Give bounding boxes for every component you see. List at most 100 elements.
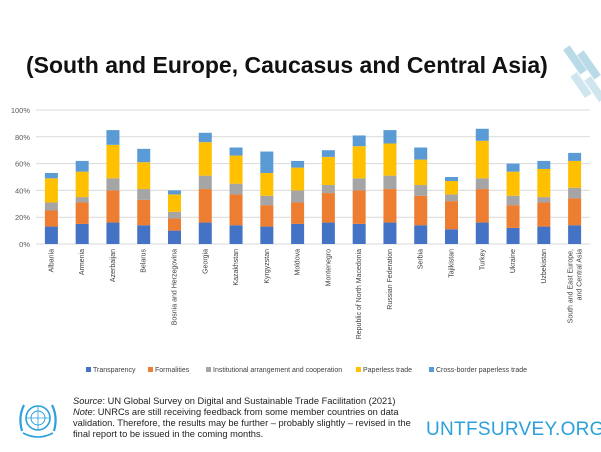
x-tick-label: Bosnia and Herzegovina bbox=[172, 249, 179, 325]
x-tick-label: Turkey bbox=[479, 249, 486, 271]
bar-segment bbox=[414, 185, 428, 196]
bar-segment bbox=[291, 223, 305, 244]
bar-segment bbox=[44, 210, 58, 227]
y-tick-label: 60% bbox=[15, 160, 30, 169]
source-label: Source bbox=[73, 396, 103, 406]
bar-segment bbox=[475, 222, 489, 244]
bar-segment bbox=[229, 147, 243, 156]
x-tick-label: South and East Europe, and Central Asia bbox=[568, 249, 584, 323]
bar-segment bbox=[198, 189, 212, 223]
bar-segment bbox=[568, 160, 582, 188]
bar-segment bbox=[229, 183, 243, 195]
stacked-bar-chart: 0% 20% 40% 60% 80% 100% Albania Armenia Azerbai… bbox=[11, 106, 590, 374]
bar-segment bbox=[168, 218, 181, 231]
bar-segment bbox=[352, 146, 366, 179]
bar-segment bbox=[537, 168, 551, 198]
bar-segment bbox=[321, 150, 335, 157]
bar-segment bbox=[137, 148, 151, 163]
bar-segment bbox=[568, 198, 582, 226]
x-tick-label: Kyrgyzstan bbox=[264, 249, 271, 284]
bar-segment bbox=[229, 155, 243, 184]
bar-segment bbox=[506, 163, 520, 172]
bar-segment bbox=[445, 181, 458, 195]
bar-segment bbox=[291, 167, 305, 191]
legend-label: Cross-border paperless trade bbox=[436, 367, 527, 374]
y-tick-label: 0% bbox=[19, 240, 30, 249]
bar-segment bbox=[44, 202, 58, 211]
x-tick-label: Georgia bbox=[202, 249, 209, 274]
bar-segment bbox=[75, 171, 89, 198]
bar-segment bbox=[260, 226, 274, 244]
un-logo bbox=[19, 404, 57, 438]
bar-segment bbox=[229, 194, 243, 226]
bar-segment bbox=[506, 171, 520, 196]
bar-segment bbox=[568, 225, 582, 244]
bar-segment bbox=[291, 160, 305, 168]
bar-segment bbox=[260, 195, 274, 206]
bar-segment bbox=[475, 140, 489, 179]
bar-segment bbox=[198, 142, 212, 176]
bar-segment bbox=[291, 190, 305, 203]
bar-segment bbox=[475, 189, 489, 223]
legend-swatch bbox=[429, 367, 434, 372]
bar-segment bbox=[445, 177, 458, 182]
bar-segment bbox=[75, 197, 89, 203]
x-tick-label: Tajikistan bbox=[449, 249, 456, 278]
bar-segment bbox=[352, 178, 366, 191]
bar-segment bbox=[106, 130, 120, 145]
x-tick-label: Kazakhstan bbox=[233, 249, 240, 286]
bar-segment bbox=[445, 194, 458, 202]
bar-segment bbox=[475, 178, 489, 190]
bar-segment bbox=[260, 172, 274, 196]
bar-segment bbox=[168, 190, 181, 195]
bar-segment bbox=[106, 144, 120, 179]
bar-segment bbox=[137, 189, 151, 200]
legend-label: Transparency bbox=[93, 367, 136, 374]
bar-segment bbox=[414, 159, 428, 186]
bar-segment bbox=[137, 225, 151, 244]
bar-segment bbox=[445, 229, 458, 244]
x-tick-label: Azerbaijan bbox=[110, 249, 117, 282]
legend-swatch bbox=[148, 367, 153, 372]
bar-segment bbox=[506, 205, 520, 228]
bar-segment bbox=[568, 187, 582, 199]
slide-title: (South and Europe, Caucasus and Central … bbox=[26, 52, 548, 78]
bar-segment bbox=[537, 197, 551, 203]
bar-segment bbox=[383, 222, 397, 244]
bar-segment bbox=[75, 223, 89, 244]
bar-segment bbox=[44, 172, 58, 179]
source-text: : UN Global Survey on Digital and Sustai… bbox=[102, 396, 396, 406]
decorative-stripes bbox=[563, 45, 601, 102]
x-tick-label: Russian Federation bbox=[387, 249, 394, 310]
x-tick-label: Ukraine bbox=[510, 249, 517, 273]
bar-segment bbox=[198, 132, 212, 143]
bar-segment bbox=[383, 189, 397, 223]
bar-segment bbox=[537, 160, 551, 169]
bar-segment bbox=[321, 222, 335, 244]
bar-segment bbox=[291, 202, 305, 224]
x-axis: Albania Armenia Azerbaijan Belarus Bosnia an… bbox=[48, 249, 583, 340]
survey-website-link[interactable]: UNTFSURVEY.ORG bbox=[426, 419, 601, 440]
bar-segment bbox=[106, 178, 120, 191]
bar-segment bbox=[75, 202, 89, 224]
bar-segment bbox=[352, 223, 366, 244]
bar-segment bbox=[414, 147, 428, 160]
bar-segment bbox=[229, 225, 243, 244]
gridlines bbox=[36, 109, 590, 245]
bar-segment bbox=[168, 194, 181, 212]
legend-label: Institutional arrangement and cooperatio… bbox=[213, 367, 342, 374]
bar-segment bbox=[414, 225, 428, 244]
bar-segment bbox=[537, 226, 551, 244]
legend-label: Paperless trade bbox=[363, 367, 412, 374]
bar-segment bbox=[168, 230, 181, 244]
y-tick-label: 80% bbox=[15, 133, 30, 142]
x-tick-label: Albania bbox=[48, 249, 55, 272]
x-tick-label: Republic of North Macedonia bbox=[356, 249, 363, 339]
bar-segment bbox=[568, 152, 582, 161]
bar-segment bbox=[414, 195, 428, 226]
bar-segment bbox=[260, 205, 274, 227]
note-text: : UNRCs are still receiving feedback fro… bbox=[73, 407, 411, 439]
bar-segment bbox=[352, 135, 366, 147]
y-axis: 0% 20% 40% 60% 80% 100% bbox=[11, 106, 31, 249]
source-note: Source: UN Global Survey on Digital and … bbox=[73, 396, 413, 440]
